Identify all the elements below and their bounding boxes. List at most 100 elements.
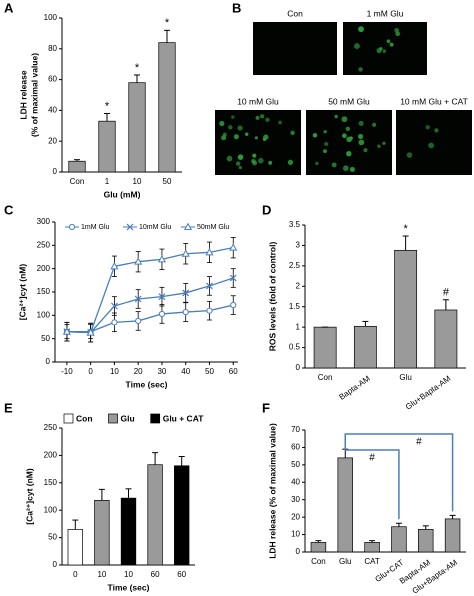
cell <box>395 31 401 37</box>
x-tick-label: Bapta-AM <box>337 374 372 402</box>
cell <box>237 154 244 160</box>
cell <box>254 136 258 140</box>
bracket <box>344 445 400 520</box>
bar <box>120 497 137 566</box>
x-tick-label: 1 <box>105 177 110 186</box>
x-axis-label: Time (sec) <box>108 582 150 592</box>
cell <box>237 125 243 131</box>
marker <box>134 295 142 303</box>
y-tick-label: 50 <box>41 334 50 343</box>
panel-letter: D <box>262 202 271 217</box>
micrograph <box>253 22 337 75</box>
y-axis-label: LDH release <box>18 70 28 119</box>
legend-swatch <box>108 413 118 424</box>
y-tick-label: 0 <box>46 357 51 366</box>
significance-label: * <box>105 100 110 112</box>
micrograph <box>215 110 301 175</box>
x-tick-label: Glu <box>399 373 411 382</box>
marker <box>111 319 118 326</box>
cell <box>376 48 382 54</box>
y-tick-label: 3 <box>296 241 301 250</box>
cell <box>353 43 360 50</box>
cell <box>323 130 327 134</box>
y-tick-label: 50 <box>48 533 57 542</box>
y-tick-label: 70 <box>291 425 300 434</box>
bar <box>174 465 190 566</box>
cell <box>358 120 364 127</box>
legend-label: Glu <box>121 413 135 423</box>
legend-label: 50mM Glu <box>197 224 229 231</box>
cell <box>255 115 260 120</box>
x-tick-label: 0 <box>73 570 78 579</box>
y-tick-label: 200 <box>37 264 51 273</box>
bar <box>310 542 327 553</box>
significance-label: * <box>403 223 408 235</box>
legend-swatch <box>150 413 161 424</box>
y-tick-label: 100 <box>44 13 58 22</box>
y-tick-label: 1.5 <box>289 302 301 311</box>
cell <box>345 126 351 131</box>
line <box>66 304 234 333</box>
y-axis-label: [Ca²⁺]cyt (nM) <box>24 468 34 525</box>
y-tick-label: 150 <box>44 478 58 487</box>
x-tick-label: 60 <box>177 570 186 579</box>
cell <box>233 134 239 140</box>
x-tick-label: 0 <box>88 367 93 376</box>
bracket <box>344 433 454 512</box>
cell <box>382 49 387 53</box>
cell <box>245 132 249 136</box>
cell <box>346 136 353 143</box>
marker <box>205 247 214 256</box>
y-tick-label: 30 <box>291 495 300 504</box>
image-caption: 50 mM Glu <box>328 96 370 106</box>
cell <box>235 161 241 166</box>
cell <box>377 144 381 148</box>
x-tick-label: 60 <box>151 570 160 579</box>
y-tick-label: 20 <box>48 136 57 145</box>
y-tick-label: 3.5 <box>289 220 301 229</box>
x-tick-label: 60 <box>229 367 238 376</box>
marker <box>230 301 237 309</box>
x-tick-label: 20 <box>134 367 143 376</box>
y-tick-label: 150 <box>37 287 51 296</box>
y-tick-label: 1 <box>296 322 301 331</box>
x-tick-label: CAT <box>364 557 380 566</box>
cell <box>268 160 273 165</box>
y-tick-label: 60 <box>291 443 300 452</box>
legend-marker <box>183 222 193 230</box>
x-tick-label: 10 <box>133 177 142 186</box>
legend-label: 1mM Glu <box>81 224 110 231</box>
cell <box>226 155 233 162</box>
cell <box>349 166 355 172</box>
cell <box>228 125 233 130</box>
x-tick-label: Con <box>70 177 85 186</box>
cell <box>262 137 267 141</box>
bar <box>313 326 337 369</box>
cell <box>341 116 348 123</box>
line <box>66 247 234 334</box>
y-tick-label: 300 <box>37 217 51 226</box>
micrograph <box>306 110 392 175</box>
y-axis-label: [Ca²⁺]cyt (nM) <box>17 264 27 321</box>
x-tick-label: Glu <box>339 557 351 566</box>
marker <box>135 317 142 325</box>
y-tick-label: 100 <box>37 310 51 319</box>
x-tick-label: Con <box>311 557 326 566</box>
bar <box>364 542 380 553</box>
cell <box>219 120 225 127</box>
legend-label: Glu + CAT <box>163 413 204 423</box>
y-tick-label: 0 <box>296 547 301 556</box>
bar <box>98 120 116 173</box>
marker <box>110 261 119 270</box>
significance-label: * <box>135 62 140 74</box>
significance-label: # <box>443 287 450 299</box>
bracket-label: # <box>416 437 422 448</box>
marker <box>206 307 213 314</box>
cell <box>222 132 227 137</box>
bar <box>444 518 461 553</box>
legend-marker <box>68 223 76 231</box>
bar <box>391 526 407 553</box>
x-tick-label: 10 <box>124 570 133 579</box>
cell <box>287 159 294 165</box>
bar <box>67 529 83 566</box>
